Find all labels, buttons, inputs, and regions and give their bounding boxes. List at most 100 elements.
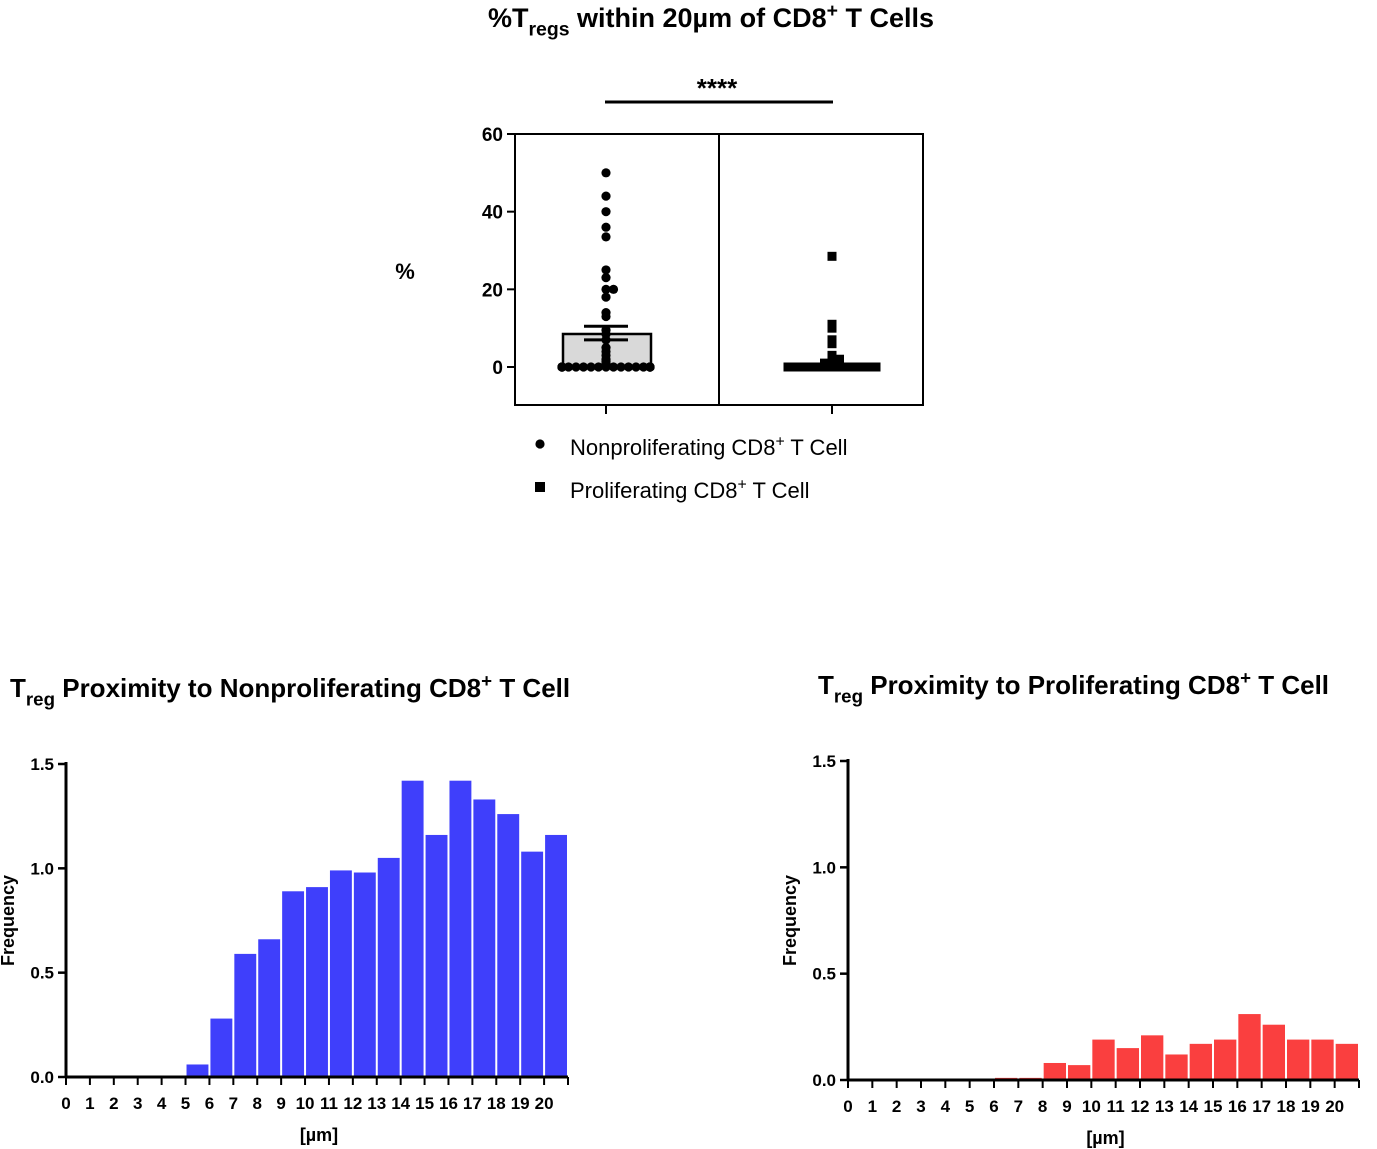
data-point [812,362,822,372]
significance-label: **** [697,73,738,103]
title-part-base: %T [488,3,529,33]
data-point [820,362,829,372]
x-tick-label: 2 [892,1097,901,1116]
data-point [631,362,641,372]
histogram-bar [1238,1014,1261,1080]
histogram-bar [210,1018,233,1077]
title-part-sup: + [827,0,838,22]
x-tick-label: 6 [205,1094,214,1113]
x-tick-label: 12 [343,1094,362,1113]
title-part-base: Proliferating CD8 [570,478,738,503]
x-tick-label: 9 [276,1094,285,1113]
title-part-sub: reg [834,685,863,706]
y-tick-label: 0.0 [812,1071,836,1090]
y-tick-label: 0.5 [812,965,836,984]
data-point [842,362,852,372]
histogram-bar [1068,1065,1091,1080]
legend-marker [535,482,545,492]
histogram-bar [1335,1043,1358,1080]
histogram-bar [473,799,496,1077]
x-tick-label: 2 [109,1094,118,1113]
x-axis-label: [µm] [300,1125,338,1145]
y-tick-label: 0.0 [30,1068,54,1087]
histogram-bar [1116,1048,1139,1080]
histogram-bar [1165,1054,1188,1080]
data-point [827,339,837,349]
x-tick-label: 5 [181,1094,190,1113]
x-tick-label: 9 [1062,1097,1071,1116]
histogram-bar [1141,1035,1164,1080]
data-point [601,311,611,322]
data-point [797,362,807,372]
title-part-sub: reg [26,688,55,709]
dot-plot-panel: %Tregs within 20µm of CD8+ T Cells****02… [395,0,934,503]
data-point [645,362,655,372]
x-tick-label: 1 [85,1094,94,1113]
title-part-sup: + [738,477,747,494]
title-part-base: T Cell [1251,670,1329,700]
x-tick-label: 13 [367,1094,386,1113]
data-point [601,222,611,232]
histogram-bar [401,780,424,1077]
x-tick-label: 17 [1252,1097,1271,1116]
data-point [871,362,881,372]
x-tick-label: 10 [296,1094,315,1113]
x-tick-label: 18 [1277,1097,1296,1116]
histogram-bar [377,857,400,1077]
legend-label: Nonproliferating CD8+ T Cell [570,434,847,460]
data-point [601,292,611,302]
data-point [601,335,611,345]
x-tick-label: 6 [989,1097,998,1116]
x-tick-label: 4 [157,1094,167,1113]
x-tick-label: 20 [1325,1097,1344,1116]
legend-marker [535,439,545,449]
histogram-bar [1287,1039,1310,1080]
x-tick-label: 16 [1228,1097,1247,1116]
data-point [790,362,799,372]
x-tick-label: 12 [1131,1097,1150,1116]
x-tick-label: 1 [868,1097,877,1116]
x-tick-label: 7 [1014,1097,1023,1116]
x-tick-label: 3 [916,1097,925,1116]
chart-title: Treg Proximity to Proliferating CD8+ T C… [818,667,1329,706]
data-point [805,362,814,372]
y-tick-label: 1.5 [812,752,836,771]
data-point [835,362,844,372]
y-axis-label: Frequency [780,875,800,966]
data-point [608,284,619,294]
x-tick-label: 0 [843,1097,852,1116]
x-tick-label: 14 [1179,1097,1198,1116]
data-point [593,362,604,372]
data-point [850,362,859,372]
histogram-bar [1311,1039,1334,1080]
data-point [601,273,611,283]
title-part-base: T [10,673,26,703]
data-point [601,191,611,201]
x-tick-label: 19 [511,1094,530,1113]
x-tick-label: 5 [965,1097,974,1116]
title-part-base: within 20µm of CD8 [570,3,827,33]
x-tick-label: 17 [463,1094,482,1113]
y-tick-label: 60 [482,125,503,146]
title-part-base: Proximity to Nonproliferating CD8 [55,673,481,703]
histogram-bar [521,851,544,1077]
histogram-bar [258,939,281,1077]
data-point [865,362,874,372]
x-tick-label: 0 [61,1094,70,1113]
histogram-bar [1262,1024,1285,1080]
x-tick-label: 15 [415,1094,434,1113]
histogram-bar [1043,1062,1066,1080]
data-point [608,362,619,372]
data-point [827,323,837,333]
title-part-sup: + [481,670,492,691]
y-tick-label: 40 [482,203,503,224]
data-point [638,362,649,372]
y-tick-label: 1.0 [812,858,836,877]
x-axis-label: [µm] [1086,1128,1124,1148]
y-tick-label: 1.0 [30,859,54,878]
y-tick-label: 20 [482,280,503,301]
title-part-sup: + [1240,667,1251,688]
data-point [586,362,596,372]
x-tick-label: 14 [391,1094,410,1113]
